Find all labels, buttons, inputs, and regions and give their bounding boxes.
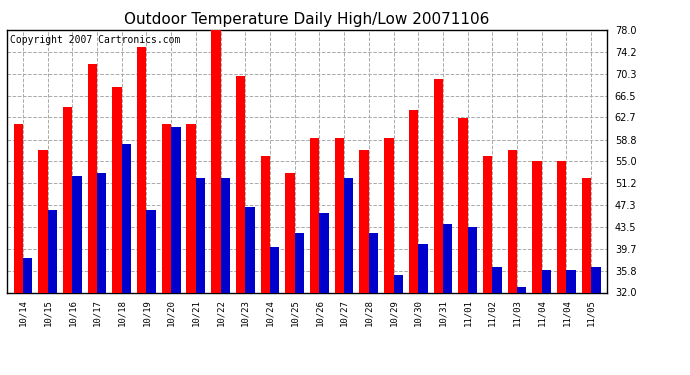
Text: Copyright 2007 Cartronics.com: Copyright 2007 Cartronics.com bbox=[10, 35, 180, 45]
Bar bbox=[236, 76, 245, 292]
Bar bbox=[161, 124, 171, 292]
Bar bbox=[97, 172, 106, 292]
Bar bbox=[38, 150, 48, 292]
Bar bbox=[508, 150, 517, 292]
Bar bbox=[295, 232, 304, 292]
Bar bbox=[344, 178, 353, 292]
Bar bbox=[23, 258, 32, 292]
Bar bbox=[483, 156, 493, 292]
Bar bbox=[88, 64, 97, 292]
Bar bbox=[285, 172, 295, 292]
Bar bbox=[63, 107, 72, 292]
Bar bbox=[433, 78, 443, 292]
Bar bbox=[221, 178, 230, 292]
Bar bbox=[517, 287, 526, 292]
Bar bbox=[542, 270, 551, 292]
Bar bbox=[319, 213, 329, 292]
Bar bbox=[359, 150, 369, 292]
Bar bbox=[533, 161, 542, 292]
Bar bbox=[393, 275, 403, 292]
Bar bbox=[468, 227, 477, 292]
Bar bbox=[582, 178, 591, 292]
Bar bbox=[335, 138, 344, 292]
Bar bbox=[566, 270, 576, 292]
Bar bbox=[171, 127, 181, 292]
Bar bbox=[557, 161, 566, 292]
Bar bbox=[458, 118, 468, 292]
Bar bbox=[261, 156, 270, 292]
Bar bbox=[409, 110, 418, 292]
Bar bbox=[211, 30, 221, 292]
Bar bbox=[146, 210, 156, 292]
Bar bbox=[591, 267, 600, 292]
Bar bbox=[14, 124, 23, 292]
Bar bbox=[270, 247, 279, 292]
Bar bbox=[112, 87, 121, 292]
Bar bbox=[186, 124, 196, 292]
Title: Outdoor Temperature Daily High/Low 20071106: Outdoor Temperature Daily High/Low 20071… bbox=[124, 12, 490, 27]
Bar bbox=[369, 232, 378, 292]
Bar bbox=[493, 267, 502, 292]
Bar bbox=[196, 178, 205, 292]
Bar bbox=[72, 176, 81, 292]
Bar bbox=[443, 224, 453, 292]
Bar bbox=[137, 47, 146, 292]
Bar bbox=[245, 207, 255, 292]
Bar bbox=[418, 244, 428, 292]
Bar bbox=[121, 144, 131, 292]
Bar bbox=[48, 210, 57, 292]
Bar bbox=[310, 138, 319, 292]
Bar bbox=[384, 138, 393, 292]
